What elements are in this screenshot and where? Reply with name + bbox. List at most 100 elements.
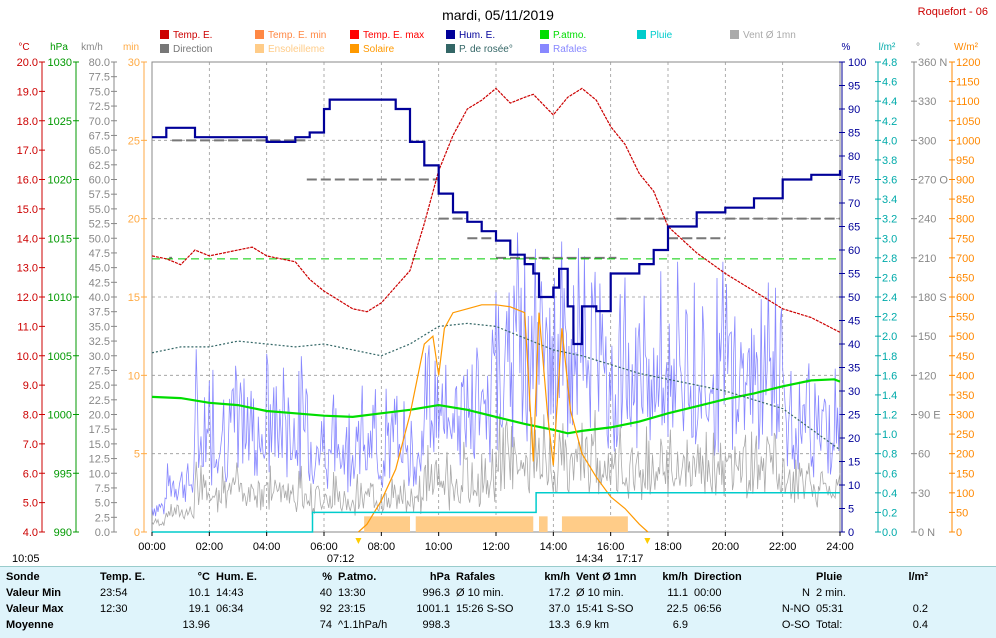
tick-label: 850 [956,194,974,206]
tick-label: 1020 [48,175,72,187]
tick-label: 12.0 [17,292,38,304]
summary-header-cell: Rafales [456,571,496,583]
tick-label: 1.4 [882,390,897,402]
summary-cell: 2 min. [816,587,846,599]
tick-label: 300 [956,410,974,422]
tick-label: 10.0 [89,468,110,480]
tick-label: 20.0 [89,410,110,422]
tick-label: 17.0 [17,145,38,157]
tick-label: 35 [848,363,860,375]
series-lines [151,87,842,533]
summary-cell [688,617,766,633]
summary-cell: 998.3 [422,619,450,631]
axis-unit: km/h [81,42,103,53]
legend-label: P. de rosée° [459,44,513,55]
axis-unit: l/m² [879,42,896,53]
series-line [151,322,841,451]
tick-label: 0.4 [882,488,897,500]
summary-cell: 15:26 S-SO [456,603,514,615]
summary-cell: 0.2 [912,603,928,615]
axis-units: °C hPa km/h min% l/m² ° W/m² [18,42,978,53]
tick-label: 15 [128,292,140,304]
tick-label: 12.5 [89,454,110,466]
tick-label: 100 [956,488,974,500]
tick-label: 3.4 [882,194,897,206]
axis-unit: W/m² [954,42,979,53]
tick-label: 72.5 [89,101,110,113]
summary-header-cell: Vent Ø 1mn [576,571,637,583]
summary-cell: 0.4 [912,619,928,631]
x-tick-label: 00:00 [138,541,166,553]
tick-label: 0 [848,527,854,539]
tick-label: 360 N [918,57,947,69]
sunshine-block [561,516,628,532]
summary-header-cell: P.atmo. [338,571,377,583]
legend-label: P.atmo. [553,30,586,41]
tick-label: 40 [848,339,860,351]
tick-label: 3.2 [882,214,897,226]
summary-header-cell: Sonde [6,571,40,583]
tick-label: 77.5 [89,72,110,84]
summary-cell: O-SO [781,619,810,631]
summary-cell: N-NO [781,603,810,615]
tick-label: 600 [956,292,974,304]
tick-label: 75 [848,175,860,187]
x-tick-label: 06:00 [310,541,338,553]
summary-cell: Total: [816,619,843,631]
tick-label: 450 [956,351,974,363]
x-tick-label: 04:00 [253,541,281,553]
tick-label: 55 [848,269,860,281]
summary-header-cell: km/h [544,571,570,583]
legend-label: Temp. E. [173,30,212,41]
summary-cell: 6.9 km [576,619,610,631]
tick-label: 45.0 [89,263,110,275]
tick-label: 8.0 [23,410,38,422]
tick-label: 30 [848,386,860,398]
axis-unit: min [123,42,139,53]
sunshine-block [539,516,548,532]
legend-swatch [446,30,455,39]
tick-label: 15.0 [17,204,38,216]
x-tick-label: 12:00 [482,541,510,553]
tick-label: 650 [956,272,974,284]
tick-label: 2.6 [882,272,897,284]
tick-label: 57.5 [89,189,110,201]
summary-header-cell: °C [197,571,210,583]
tick-label: 52.5 [89,219,110,231]
tick-label: 20 [128,214,140,226]
tick-label: 995 [54,468,72,480]
series-rafales [151,232,841,517]
tick-label: 42.5 [89,277,110,289]
tick-label: 0 N [918,527,935,539]
x-tick-label: 22:00 [769,541,797,553]
annotation-sunset: 17:17 [616,553,644,565]
tick-label: 2.5 [95,512,110,524]
legend-swatch [730,30,739,39]
wind-bars [151,139,841,532]
x-tick-label: 10:00 [425,541,453,553]
summary-cell: 37.0 [548,603,570,615]
tick-label: 150 [918,331,936,343]
summary-cell: 13.3 [548,619,570,631]
tick-label: 2.0 [882,331,897,343]
tick-label: 14.0 [17,233,38,245]
x-tick-label: 24:00 [826,541,854,553]
tick-label: 2.4 [882,292,897,304]
tick-label: 50 [956,507,968,519]
x-ticks: 00:00 02:00 04:00 06:00 08:00 10:00 12:00 14:00… [138,532,854,553]
summary-header-cell: km/h [662,571,688,583]
tick-label: 4.2 [882,116,897,128]
summary-cell [94,617,170,633]
summary-cell: 06:34 [216,603,244,615]
tick-label: 1.0 [882,429,897,441]
tick-label: 5 [848,504,854,516]
legend-label: Pluie [650,30,673,41]
tick-label: 300 [918,135,936,147]
tick-label: 4.0 [882,135,897,147]
tick-label: 150 [956,468,974,480]
legend-swatch [160,44,169,53]
tick-label: 270 O [918,175,948,187]
summary-header-cell: l/m² [908,571,928,583]
tick-label: 50 [848,292,860,304]
legend-label: Rafales [553,44,587,55]
